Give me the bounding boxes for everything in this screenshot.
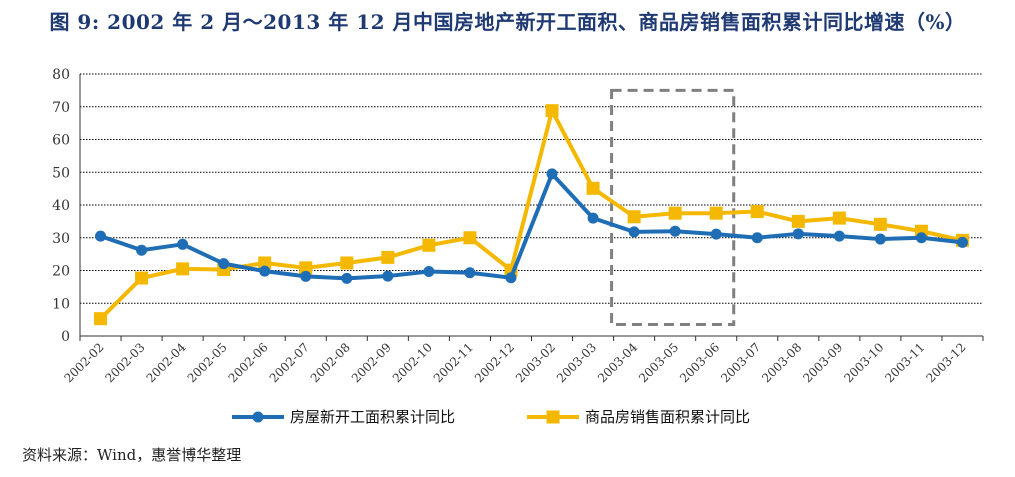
data-point [382,270,394,282]
data-point [381,250,395,264]
y-tick-label: 10 [52,296,70,312]
x-tick-label: 2002-09 [349,340,394,385]
y-tick-label: 60 [52,133,70,149]
data-point [341,272,353,284]
data-point [956,236,968,248]
data-point [628,226,640,238]
x-tick-label: 2003-12 [923,340,968,385]
data-point [587,212,599,224]
y-tick-label: 50 [52,165,70,181]
data-point [710,228,722,240]
x-tick-label: 2002-06 [226,340,271,385]
data-point [832,211,846,225]
data-point [340,256,354,270]
x-tick-label: 2003-09 [800,340,845,385]
source-note: 资料来源：Wind，惠誉博华整理 [22,446,242,464]
data-point [176,262,190,276]
series-sales [94,104,969,326]
data-point [259,265,271,277]
x-tick-label: 2002-11 [431,340,476,385]
data-point [423,265,435,277]
x-tick-label: 2002-04 [144,340,189,385]
x-tick-label: 2003-04 [595,340,640,385]
data-point [627,210,641,224]
x-tick-label: 2002-03 [103,340,148,385]
data-point [218,258,230,270]
legend-label: 商品房销售面积累计同比 [585,408,750,426]
legend: 房屋新开工面积累计同比 商品房销售面积累计同比 [232,408,750,426]
data-point [669,225,681,237]
data-point [505,272,517,284]
data-point [422,238,436,252]
data-point [874,233,886,245]
data-point [300,270,312,282]
legend-marker [546,410,560,424]
x-tick-label: 2002-12 [472,340,517,385]
data-point [464,267,476,279]
y-tick-label: 70 [52,100,70,116]
x-tick-label: 2002-08 [308,340,353,385]
data-point [586,181,600,195]
data-point [94,312,108,326]
data-point [791,214,805,228]
y-tick-label: 20 [52,264,70,280]
data-point [545,104,559,118]
data-point [136,244,148,256]
data-point [668,206,682,220]
legend-marker [252,411,264,423]
data-point [751,232,763,244]
legend-item-sales: 商品房销售面积累计同比 [527,408,750,426]
axes: 010203040506070802002-022002-032002-0420… [52,67,984,385]
dashed-highlight-box [610,88,736,327]
x-tick-label: 2003-06 [677,340,722,385]
data-point [258,256,272,270]
data-point [709,206,723,220]
legend-label: 房屋新开工面积累计同比 [290,408,455,426]
y-tick-label: 40 [52,198,70,214]
data-point [873,217,887,231]
x-tick-label: 2003-03 [554,340,599,385]
data-point [135,271,149,285]
x-tick-label: 2003-05 [636,340,681,385]
y-tick-label: 0 [61,329,70,345]
x-tick-label: 2003-08 [759,340,804,385]
data-point [95,230,107,242]
highlight-box [610,88,736,327]
data-point [750,205,764,219]
x-tick-label: 2002-05 [185,340,230,385]
data-point [792,228,804,240]
series-layer [94,104,969,326]
y-tick-label: 80 [52,67,70,83]
data-point [915,232,927,244]
data-point [463,231,477,245]
data-point [546,168,558,180]
gridlines [80,73,983,304]
x-tick-label: 2003-11 [882,340,927,385]
series-new-starts [95,168,968,284]
data-point [299,261,313,275]
legend-item-new-starts: 房屋新开工面积累计同比 [232,408,455,426]
x-tick-label: 2003-07 [718,340,763,385]
data-point [833,230,845,242]
y-tick-label: 30 [52,231,70,247]
x-tick-label: 2003-02 [513,340,558,385]
x-tick-label: 2002-07 [267,340,312,385]
data-point [177,238,189,250]
x-tick-label: 2003-10 [841,340,886,385]
x-tick-label: 2002-10 [390,340,435,385]
series-line [99,171,963,281]
x-tick-label: 2002-02 [61,340,106,385]
chart-title: 图 9: 2002 年 2 月～2013 年 12 月中国房地产新开工面积、商品… [49,10,966,34]
